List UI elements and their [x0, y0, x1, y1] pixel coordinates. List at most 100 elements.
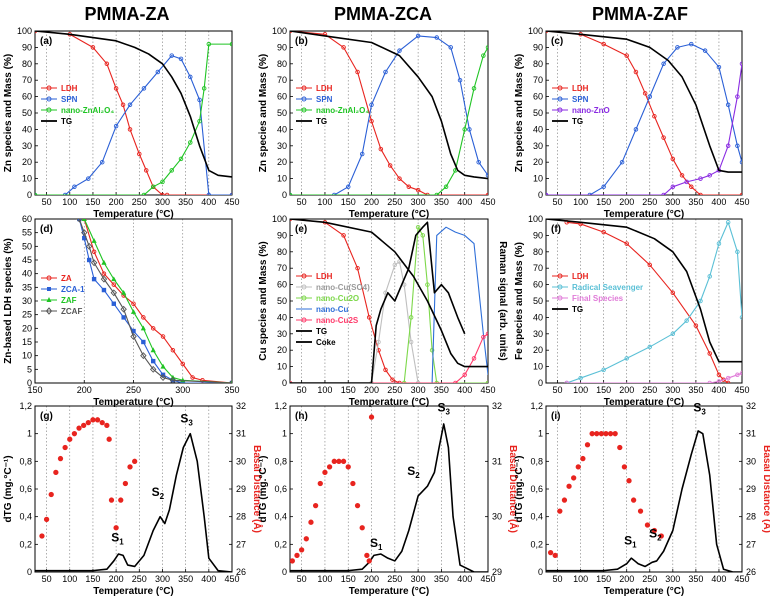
- data-point: [106, 436, 112, 442]
- x-tick-label: 400: [711, 574, 726, 584]
- x-tick-label: 200: [619, 385, 634, 395]
- data-point: [160, 363, 166, 369]
- data-point: [331, 458, 337, 464]
- legend-swatch-marker: [301, 96, 307, 102]
- y-axis-label: Zn species and Mass (%): [3, 54, 14, 172]
- panel-i: 50 100 150 200 250 300 350 400 450 0 0,2 0,4 0,6 0,8 1…: [514, 401, 770, 597]
- data-point: [612, 431, 618, 437]
- y-tick-label: 35: [22, 282, 32, 292]
- x-tick-label: 350: [434, 385, 449, 395]
- x-tick-label: 150: [27, 385, 42, 395]
- data-point: [169, 168, 174, 173]
- data-point: [160, 192, 165, 195]
- legend-label: nano-Cu2S: [316, 316, 359, 325]
- legend-label: nano-Cu: [316, 305, 349, 314]
- x-tick-label: 250: [126, 385, 141, 395]
- data-point: [584, 442, 591, 448]
- x-tick-label: 450: [224, 574, 239, 584]
- panel-b: 50 100 150 200 250 300 350 400 450 0 10 20 30 40 50 60 7…: [258, 26, 496, 220]
- y-tick-label: 0: [538, 190, 543, 200]
- x-tick-label: 150: [596, 574, 611, 584]
- legend-label: LDH: [61, 84, 78, 93]
- y-tick-label: 60: [277, 92, 287, 102]
- data-point: [707, 274, 712, 279]
- y-axis-label: Zn species and Mass (%): [514, 54, 525, 172]
- data-point: [485, 331, 488, 337]
- data-point: [190, 375, 195, 380]
- data-point: [383, 69, 388, 75]
- data-point: [637, 508, 644, 514]
- data-point: [647, 344, 653, 350]
- data-point: [118, 497, 124, 503]
- x-tick-label: 250: [132, 574, 147, 584]
- data-point: [392, 262, 398, 268]
- panel-f: 50 100 150 200 250 300 350 400 450 0 10 20 30 40 50 60 7…: [514, 214, 750, 408]
- data-point: [624, 53, 629, 58]
- x-tick-label: 100: [62, 574, 77, 584]
- data-point: [178, 156, 184, 162]
- data-point: [317, 480, 323, 487]
- y-tick-label: 10: [533, 174, 543, 184]
- data-point: [169, 53, 174, 58]
- data-point: [684, 318, 689, 323]
- y-tick-label: 30: [533, 141, 543, 151]
- x-tick-label: 350: [688, 197, 703, 207]
- y-tick-label: 30: [22, 141, 32, 151]
- data-point: [415, 224, 421, 230]
- data-point: [120, 305, 127, 313]
- legend-swatch-marker: [301, 85, 307, 91]
- data-point: [369, 118, 374, 124]
- legend-label: TG: [572, 117, 583, 126]
- y-tick-label: 0: [538, 378, 543, 388]
- legend-label: TG: [316, 117, 327, 126]
- x-tick-label: 50: [42, 197, 52, 207]
- data-point: [43, 516, 50, 523]
- y-axis-label: Fe species and Mass (%): [514, 242, 525, 360]
- series-line-dtg: [290, 423, 488, 572]
- data-point: [580, 455, 586, 462]
- data-point: [397, 380, 402, 383]
- data-point: [188, 74, 193, 80]
- plot-area: [290, 414, 488, 572]
- series-line-zca-1: [78, 219, 232, 383]
- data-point: [86, 176, 91, 181]
- data-point: [406, 184, 412, 190]
- legend-swatch-marker: [46, 85, 52, 91]
- x-tick-label: 150: [85, 197, 100, 207]
- data-point: [670, 290, 676, 296]
- data-point: [735, 372, 740, 378]
- y2-tick-label: 27: [746, 539, 756, 549]
- series-line-tg: [35, 31, 232, 178]
- x-tick-label: 200: [109, 197, 124, 207]
- peak-annotation: S1: [370, 536, 383, 552]
- y-tick-label: 55: [22, 228, 32, 238]
- y2-tick-label: 30: [492, 512, 502, 522]
- data-point: [603, 431, 609, 437]
- y-tick-label: 15: [22, 337, 32, 347]
- y-tick-label: 50: [533, 296, 543, 306]
- peak-annotation: S1: [624, 533, 637, 549]
- data-point: [661, 192, 666, 195]
- y-tick-label: 100: [272, 214, 287, 224]
- data-point: [71, 431, 78, 437]
- data-point: [601, 184, 606, 190]
- data-point: [739, 61, 742, 67]
- x-tick-label: 450: [734, 385, 749, 395]
- x-tick-label: 450: [224, 197, 239, 207]
- data-point: [739, 370, 742, 376]
- x-tick-label: 250: [387, 197, 402, 207]
- legend-label: Final Species: [572, 294, 624, 303]
- legend-label: LDH: [316, 272, 333, 281]
- data-point: [140, 352, 147, 360]
- axes-frame: [289, 405, 489, 573]
- x-tick-label: 250: [387, 574, 402, 584]
- data-point: [652, 114, 657, 119]
- data-point: [547, 549, 554, 556]
- x-tick-label: 450: [734, 574, 749, 584]
- x-tick-label: 400: [457, 197, 472, 207]
- legend-label: SPN: [572, 95, 589, 104]
- y-tick-label: 60: [22, 214, 32, 224]
- data-point: [378, 146, 384, 152]
- data-point: [91, 276, 97, 282]
- legend-label: nano-ZnAl₂O₄: [316, 106, 369, 115]
